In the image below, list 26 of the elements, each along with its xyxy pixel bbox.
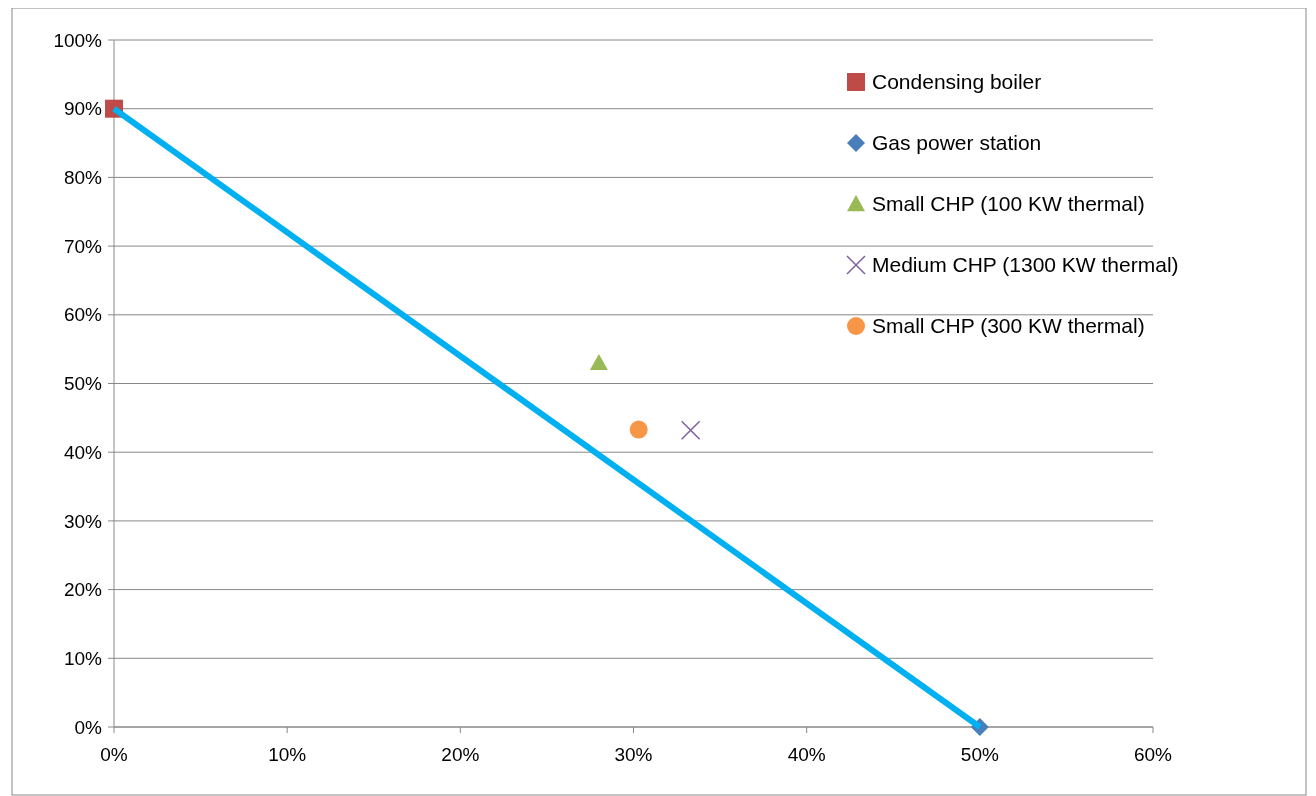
point [589, 353, 608, 371]
y-tick-label: 30% [63, 510, 103, 532]
x-tick-label: 50% [960, 744, 999, 765]
legend-label: Gas power station [872, 131, 1042, 155]
point [680, 420, 701, 440]
x-tick-label: 30% [614, 744, 653, 765]
x-tick-label: 0% [100, 744, 128, 765]
x-tick-label: 40% [787, 744, 826, 765]
legend-label: Medium CHP (1300 KW thermal) [872, 253, 1179, 277]
y-tick-label: 60% [63, 304, 103, 326]
y-tick-label: 0% [74, 716, 103, 738]
point [629, 420, 648, 439]
y-tick-label: 50% [63, 373, 103, 395]
legend-label: Small CHP (300 KW thermal) [872, 314, 1145, 338]
y-tick-label: 100% [53, 29, 103, 51]
legend-label: Small CHP (100 KW thermal) [872, 192, 1145, 216]
y-tick-label: 20% [63, 579, 103, 601]
x-tick-label: 20% [441, 744, 480, 765]
y-tick-label: 70% [63, 235, 103, 257]
x-tick-label: 60% [1133, 744, 1173, 765]
y-tick-label: 40% [63, 441, 103, 463]
x-tick-label: 10% [268, 744, 307, 765]
y-tick-label: 10% [63, 647, 103, 669]
legend-label: Condensing boiler [872, 70, 1042, 94]
y-tick-label: 90% [63, 98, 103, 120]
y-tick-label: 80% [63, 167, 103, 189]
